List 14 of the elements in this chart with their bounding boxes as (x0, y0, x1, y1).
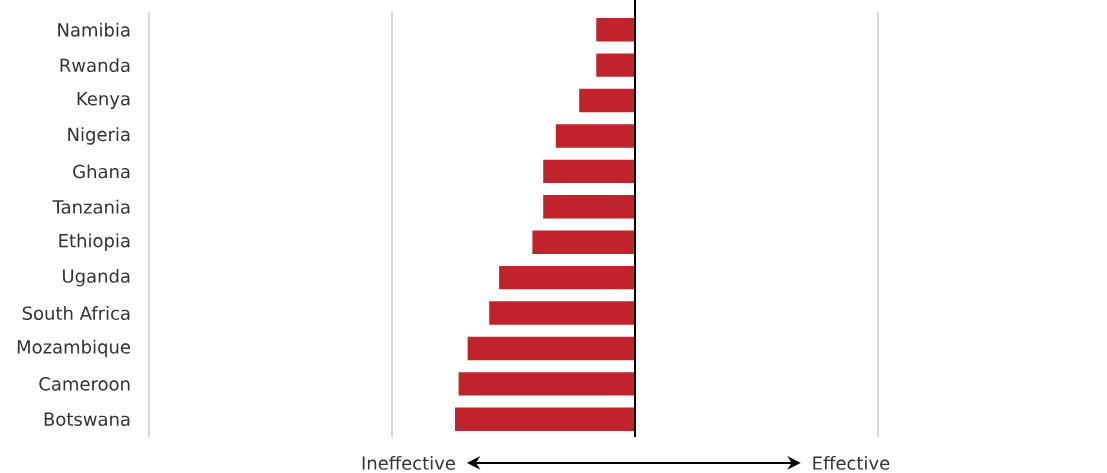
y-tick-label: Kenya (77, 92, 130, 109)
y-tick-label: Tanzania (52, 199, 130, 214)
y-tick-label: Rwanda (60, 58, 130, 73)
y-tick-label: Mozambique (17, 339, 131, 358)
y-tick-label: Uganda (63, 268, 130, 287)
y-tick-label: Ethiopia (59, 233, 130, 251)
text: Effective (813, 455, 890, 470)
y-tick-label: Ghana (73, 164, 130, 179)
y-tick-label: Cameroon (39, 377, 130, 391)
y-tick-label: Botswana (44, 412, 130, 426)
y-tick-label: Namibia (58, 22, 130, 37)
y-tick-label: Nigeria (68, 127, 130, 145)
y-tick-label: South Africa (22, 306, 130, 320)
text: Ineffective (362, 455, 455, 470)
